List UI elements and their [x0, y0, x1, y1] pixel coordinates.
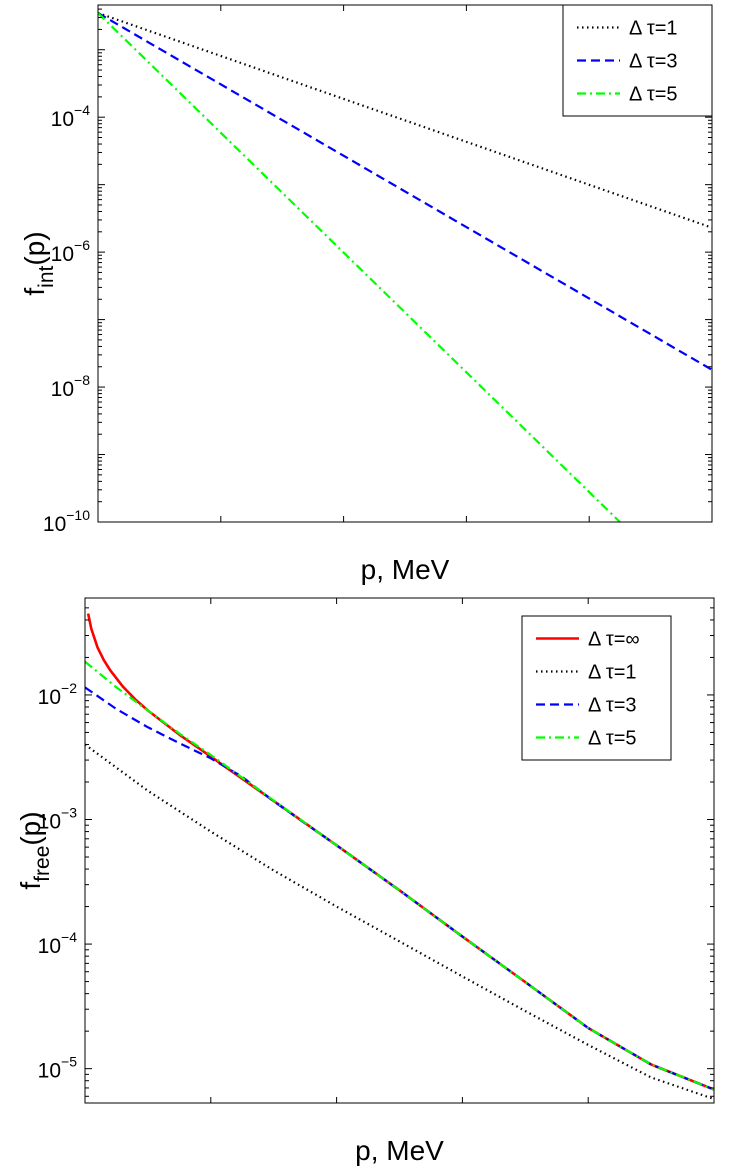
series-line-3 — [85, 660, 714, 1091]
y-tick-exp: −3 — [61, 805, 77, 821]
y-tick-base: 10 — [51, 378, 74, 401]
y-tick-base: 10 — [51, 243, 74, 266]
x-axis-label: p, MeV — [361, 554, 450, 585]
series-line-1 — [98, 12, 712, 371]
y-tick-exp: −4 — [61, 929, 77, 945]
y-label-sub: free — [31, 846, 54, 882]
y-tick-exp: −8 — [74, 372, 90, 388]
y-tick-base: 10 — [38, 935, 61, 958]
x-axis-label: p, MeV — [355, 1135, 444, 1166]
y-tick-base: 10 — [38, 1060, 61, 1083]
y-tick-base: 10 — [43, 513, 66, 536]
y-tick-exp: −6 — [74, 237, 90, 253]
y-tick-label: 10−2 — [38, 680, 78, 709]
y-tick-label: 10−5 — [38, 1054, 78, 1083]
y-tick-label: 10−3 — [38, 805, 78, 834]
y-tick-exp: −10 — [66, 507, 90, 523]
plot-frame — [97, 4, 713, 523]
series-line-1 — [85, 743, 714, 1101]
y-tick-label: 10−6 — [51, 237, 91, 266]
y-tick-base: 10 — [38, 811, 61, 834]
legend-label-1: Δ τ=3 — [629, 51, 678, 73]
y-tick-base: 10 — [38, 686, 61, 709]
y-label-arg: (p) — [19, 231, 50, 265]
legend-label-2: Δ τ=5 — [629, 84, 678, 106]
legend: Δ τ=1 Δ τ=3 Δ τ=5 — [562, 4, 713, 117]
series-group — [98, 11, 712, 522]
y-axis-label: ffree(p) — [15, 811, 54, 889]
y-tick-exp: −4 — [74, 102, 90, 118]
y-axis-label: fint(p) — [19, 231, 58, 295]
y-tick-exp: −5 — [61, 1054, 77, 1070]
legend-label-0: Δ τ=∞ — [588, 629, 640, 651]
y-label-arg: (p) — [15, 811, 46, 845]
legend-box — [521, 615, 672, 761]
y-tick-label: 10−4 — [38, 929, 78, 958]
legend-label-2: Δ τ=3 — [588, 695, 637, 717]
y-label-sub: int — [35, 265, 58, 287]
legend: Δ τ=∞ Δ τ=1 Δ τ=3 Δ τ=5 — [521, 615, 672, 761]
series-line-0 — [98, 11, 712, 229]
plot-frame — [84, 597, 715, 1104]
y-label-main: f — [15, 882, 46, 890]
y-tick-label: 10−4 — [51, 102, 91, 131]
y-tick-base: 10 — [51, 108, 74, 131]
y-label-main: f — [19, 288, 50, 296]
y-tick-exp: −2 — [61, 680, 77, 696]
series-line-2 — [98, 12, 621, 522]
legend-label-3: Δ τ=5 — [588, 728, 637, 750]
series-group — [85, 613, 714, 1101]
y-tick-label: 10−8 — [51, 372, 91, 401]
y-tick-label: 10−10 — [43, 507, 90, 536]
legend-label-1: Δ τ=1 — [588, 662, 637, 684]
legend-label-0: Δ τ=1 — [629, 18, 678, 40]
legend-box — [562, 4, 713, 117]
